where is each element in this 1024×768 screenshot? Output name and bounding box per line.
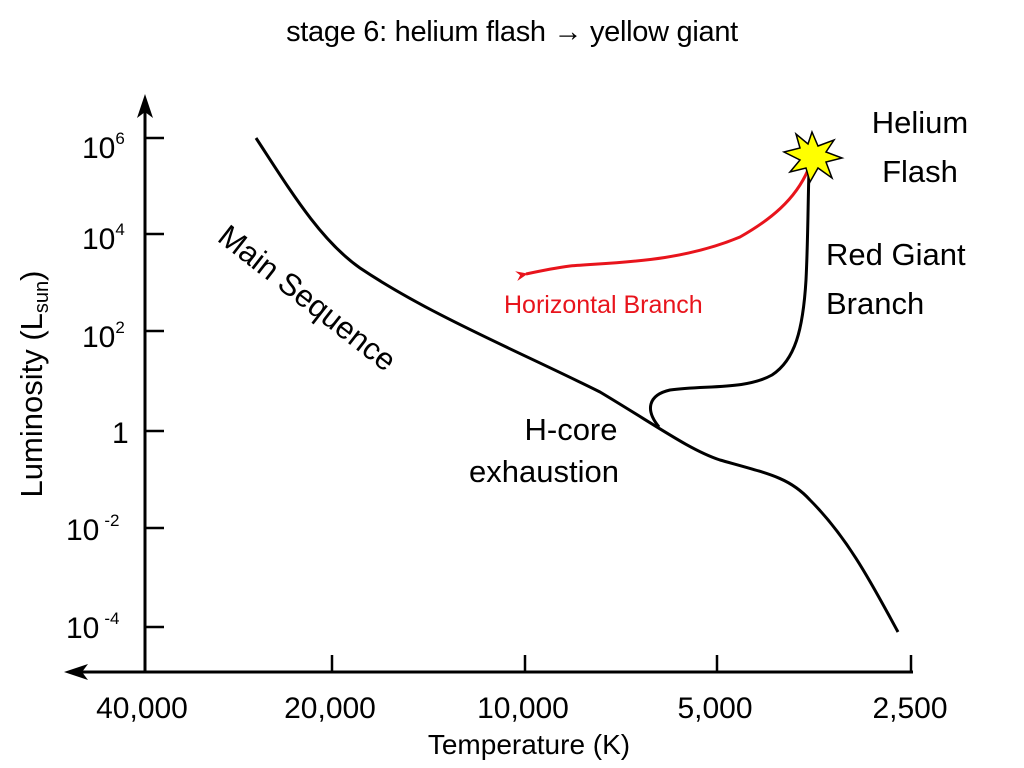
y-tick-label: 104 [82,220,125,256]
main-sequence-label: Main Sequence [212,218,403,378]
red-giant-branch-label-line2: Branch [826,286,924,321]
horizontal-branch-label: Horizontal Branch [504,291,703,319]
y-axis-title: Luminosity (Lsun) [14,271,53,498]
slide-title: stage 6: helium flash → yellow giant [286,16,738,48]
h-core-exhaustion-label-line1: H-core [524,412,617,447]
x-tick-label: 10,000 [477,692,569,725]
x-axis-arrowhead [64,664,88,680]
y-axis-arrowhead [137,94,153,118]
y-tick-label: 106 [82,129,125,165]
x-axis-ticks [143,655,913,672]
x-tick-label: 40,000 [96,692,188,725]
x-tick-label: 2,500 [872,692,947,725]
y-tick-label: 10 -2 [66,511,120,547]
h-core-exhaustion-label-line2: exhaustion [469,454,619,489]
x-axis-title: Temperature (K) [428,729,630,760]
y-tick-label: 10 -4 [66,609,120,645]
main-sequence-curve [254,137,900,633]
red-giant-branch-curve [649,169,811,428]
helium-flash-burst-icon [781,129,845,184]
x-tick-label: 5,000 [677,692,752,725]
red-giant-branch-label-line1: Red Giant [826,237,966,272]
y-tick-label: 102 [82,318,125,354]
x-tick-label: 20,000 [284,692,376,725]
y-axis-ticks [145,136,164,629]
helium-flash-label-line1: Helium [872,105,968,140]
y-tick-label: 1 [112,417,129,450]
helium-flash-label-line2: Flash [882,154,958,189]
horizontal-branch-arrow [515,169,810,281]
